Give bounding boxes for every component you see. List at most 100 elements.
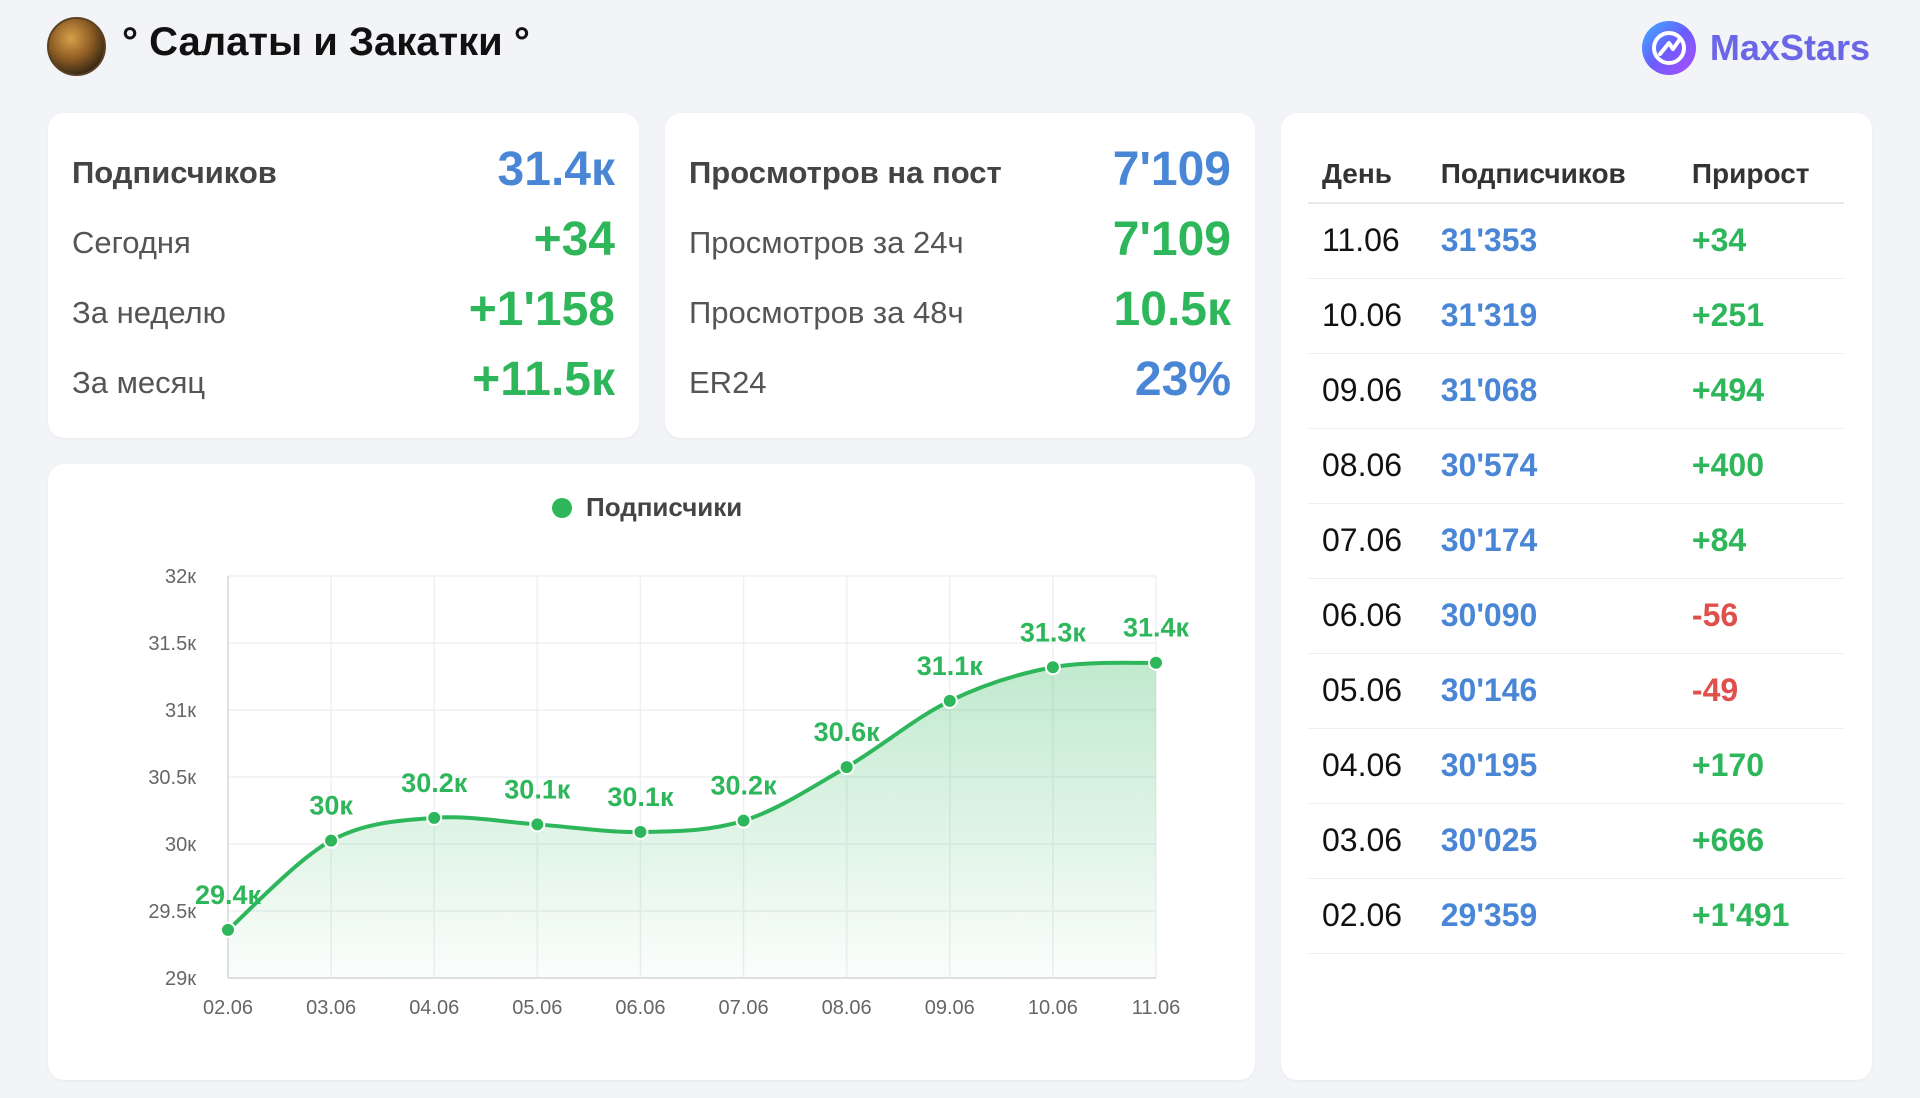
views-stat-row: Просмотров на пост 7'109 xyxy=(689,143,1231,203)
data-point xyxy=(426,809,443,826)
data-point xyxy=(1148,654,1164,671)
y-tick-label: 30к xyxy=(165,834,196,856)
data-label: 31.4к xyxy=(1123,613,1190,643)
data-point xyxy=(529,816,546,833)
subscribers-stat-value: +1'158 xyxy=(468,283,615,336)
subscribers-cell: 30'025 xyxy=(1426,803,1678,879)
x-tick-label: 09.06 xyxy=(925,997,975,1019)
x-tick-label: 11.06 xyxy=(1132,997,1181,1019)
growth-cell: +251 xyxy=(1677,278,1844,354)
day-cell: 08.06 xyxy=(1308,428,1427,504)
y-tick-label: 32к xyxy=(165,566,196,588)
views-card: Просмотров на пост 7'109 Просмотров за 24ч… xyxy=(665,113,1255,438)
growth-cell: -56 xyxy=(1677,578,1844,654)
growth-cell: +84 xyxy=(1677,503,1844,579)
y-tick-label: 30.5к xyxy=(148,767,196,789)
views-stat-label: Просмотров на пост xyxy=(689,155,1002,190)
subscribers-stat-row: Подписчиков 31.4к xyxy=(72,143,615,203)
day-cell: 10.06 xyxy=(1308,278,1427,354)
table-row: 11.06 31'353 +34 xyxy=(1308,203,1844,279)
data-label: 30.6к xyxy=(814,717,881,747)
day-cell: 06.06 xyxy=(1308,578,1427,654)
series-area xyxy=(228,662,1156,978)
data-label: 31.3к xyxy=(1020,617,1087,647)
subscribers-cell: 30'195 xyxy=(1426,728,1678,804)
channel-title: ° Салаты и Закатки ° xyxy=(122,20,530,64)
views-stat-row: Просмотров за 48ч 10.5к xyxy=(689,283,1231,343)
views-stat-label: Просмотров за 48ч xyxy=(689,295,964,330)
table-header-row: День Подписчиков Прирост xyxy=(1308,145,1844,204)
channel-avatar[interactable] xyxy=(47,17,106,76)
views-stat-value: 7'109 xyxy=(1112,143,1231,196)
table-row: 10.06 31'319 +251 xyxy=(1308,278,1844,354)
data-point xyxy=(1044,659,1061,676)
growth-cell: +666 xyxy=(1677,803,1844,879)
subscribers-stat-value: +11.5к xyxy=(472,353,615,406)
growth-cell: +34 xyxy=(1677,203,1844,279)
data-label: 30.2к xyxy=(401,768,468,798)
subscribers-stat-row: Сегодня +34 xyxy=(72,213,615,273)
data-point xyxy=(220,921,236,938)
subscribers-cell: 31'353 xyxy=(1426,203,1678,279)
legend-marker xyxy=(552,497,572,518)
subscribers-cell: 29'359 xyxy=(1426,878,1678,954)
x-tick-label: 04.06 xyxy=(409,997,459,1019)
data-label: 30к xyxy=(309,791,353,821)
data-label: 31.1к xyxy=(917,651,984,681)
table-row: 08.06 30'574 +400 xyxy=(1308,428,1844,504)
data-label: 30.1к xyxy=(607,782,674,812)
data-label: 29.4к xyxy=(195,880,262,910)
brand[interactable]: MaxStars xyxy=(1641,18,1870,78)
data-point xyxy=(632,823,649,840)
daily-table-card: День Подписчиков Прирост 11.06 31'353 +34 1… xyxy=(1281,113,1872,1080)
table-row: 05.06 30'146 -49 xyxy=(1308,653,1844,729)
series-line xyxy=(226,660,1157,932)
growth-cell: -49 xyxy=(1677,653,1844,729)
day-cell: 07.06 xyxy=(1308,503,1427,579)
views-stat-row: Просмотров за 24ч 7'109 xyxy=(689,213,1231,273)
subscribers-stat-value: +34 xyxy=(533,213,615,266)
day-cell: 03.06 xyxy=(1308,803,1427,879)
growth-cell: +1'491 xyxy=(1677,878,1844,954)
column-header-subscribers: Подписчиков xyxy=(1426,145,1678,204)
legend-label: Подписчики xyxy=(586,492,743,522)
maxstars-logo-icon xyxy=(1641,21,1696,75)
subscribers-chart-card: Подписчики 29к 29.5к 30к 30.5к 31к 31.5к 32к 02… xyxy=(48,464,1255,1080)
x-tick-label: 07.06 xyxy=(719,997,769,1019)
day-cell: 09.06 xyxy=(1308,353,1427,429)
table-row: 02.06 29'359 +1'491 xyxy=(1308,878,1844,954)
growth-cell: +494 xyxy=(1677,353,1844,429)
subscribers-stat-label: За месяц xyxy=(72,365,206,400)
data-label: 30.2к xyxy=(711,771,778,801)
table-row: 04.06 30'195 +170 xyxy=(1308,728,1844,804)
table-row: 03.06 30'025 +666 xyxy=(1308,803,1844,879)
x-tick-label: 06.06 xyxy=(615,997,665,1019)
y-tick-label: 29к xyxy=(165,968,196,990)
views-stat-row: ER24 23% xyxy=(689,353,1231,413)
day-cell: 05.06 xyxy=(1308,653,1427,729)
data-point xyxy=(323,832,340,849)
subscribers-stat-label: За неделю xyxy=(72,295,226,330)
header: ° Салаты и Закатки ° MaxStars xyxy=(0,0,1920,100)
table-row: 06.06 30'090 -56 xyxy=(1308,578,1844,654)
subscribers-stat-label: Сегодня xyxy=(72,225,191,260)
views-stat-label: ER24 xyxy=(689,365,767,400)
views-stat-value: 10.5к xyxy=(1113,283,1231,336)
subscribers-cell: 30'090 xyxy=(1426,578,1678,654)
chart-legend[interactable]: Подписчики xyxy=(552,492,742,523)
table-row: 09.06 31'068 +494 xyxy=(1308,353,1844,429)
subscribers-stat-value: 31.4к xyxy=(497,143,615,196)
data-label: 30.1к xyxy=(504,774,571,804)
data-point xyxy=(941,692,958,709)
x-tick-label: 10.06 xyxy=(1028,997,1078,1019)
subscribers-cell: 31'319 xyxy=(1426,278,1678,354)
views-stat-value: 23% xyxy=(1134,353,1231,406)
x-tick-label: 05.06 xyxy=(512,997,562,1019)
x-tick-label: 03.06 xyxy=(306,997,356,1019)
subscribers-cell: 30'146 xyxy=(1426,653,1678,729)
y-tick-label: 31.5к xyxy=(148,633,196,655)
day-cell: 11.06 xyxy=(1308,203,1427,279)
growth-cell: +170 xyxy=(1677,728,1844,804)
subscribers-stat-label: Подписчиков xyxy=(72,155,277,190)
y-tick-label: 31к xyxy=(165,700,196,722)
